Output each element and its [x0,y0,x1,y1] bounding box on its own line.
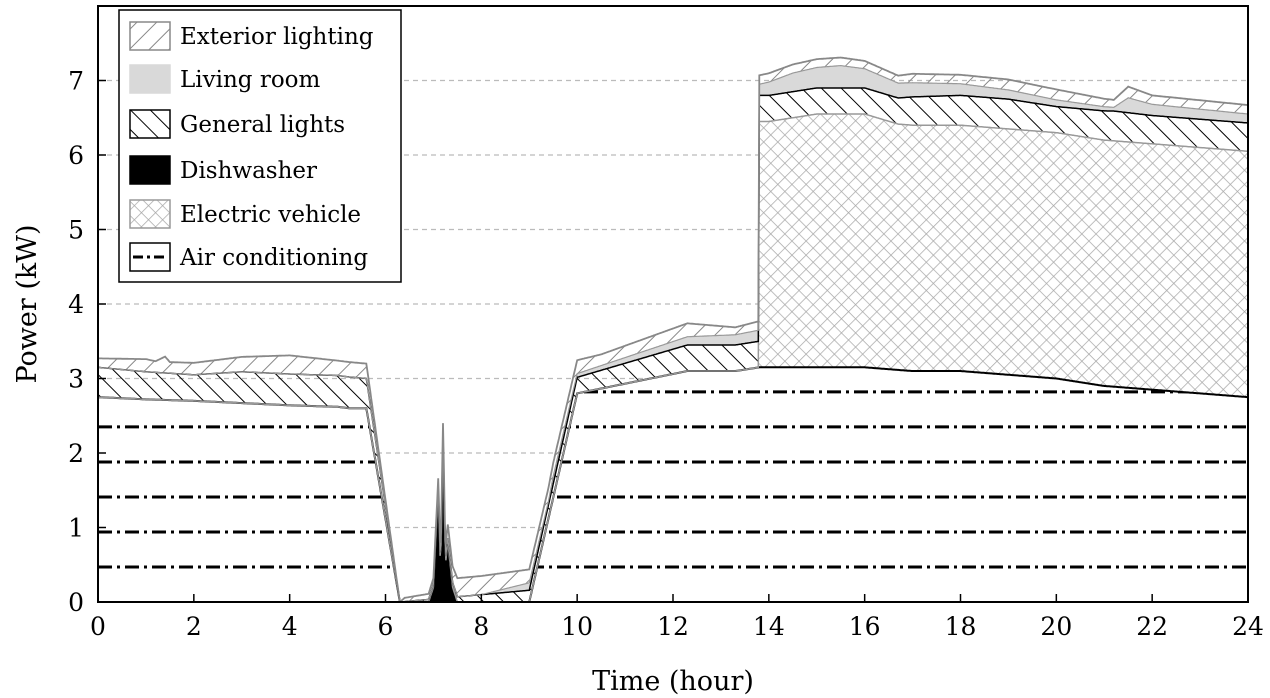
y-tick-label: 7 [68,67,84,96]
legend-label: Dishwasher [180,158,317,184]
x-tick-label: 16 [849,612,881,641]
legend-item-air-conditioning: Air conditioning [129,242,368,272]
x-tick-label: 20 [1040,612,1072,641]
area-stack [98,57,1248,602]
y-tick-label: 3 [68,365,84,394]
legend-swatch [129,109,171,139]
outline-exterior-lighting [98,56,1248,602]
legend-label: Air conditioning [179,245,368,271]
legend-item-general-lights: General lights [129,109,345,139]
y-tick-label: 0 [68,588,84,617]
x-axis-title: Time (hour) [592,666,754,697]
legend-swatch [129,64,171,94]
legend-label: Living room [180,67,321,93]
y-axis-title: Power (kW) [12,224,43,383]
x-tick-label: 24 [1232,612,1264,641]
outline-electric-vehicle [98,113,1248,602]
legend-box [118,9,402,283]
area-exterior-lighting [98,57,1248,602]
legend-label: Exterior lighting [180,24,374,50]
y-tick-label: 6 [68,141,84,170]
legend-swatch [129,199,171,229]
y-tick-label: 2 [68,439,84,468]
x-tick-label: 8 [473,612,489,641]
x-tick-label: 6 [378,612,394,641]
area-air-conditioning [98,367,1248,602]
x-axis: 0 2 4 6 8 10 12 14 16 18 20 22 24 [90,594,1264,641]
legend-label: General lights [180,112,345,138]
x-tick-label: 2 [186,612,202,641]
outline-living-room [98,64,1248,602]
x-tick-label: 22 [1136,612,1168,641]
legend-swatch [129,155,171,185]
y-tick-label: 4 [68,290,84,319]
x-tick-label: 18 [945,612,977,641]
area-general-lights [98,88,1248,602]
legend-item-exterior-lighting: Exterior lighting [129,21,374,51]
x-tick-label: 10 [561,612,593,641]
legend-swatch [129,21,171,51]
area-electric-vehicle [98,114,1248,602]
y-tick-label: 5 [68,216,84,245]
x-tick-label: 14 [753,612,785,641]
legend: Exterior lighting Living room General ligh… [118,9,402,283]
stack-outlines [98,56,1248,602]
legend-item-living-room: Living room [129,64,321,94]
legend-item-electric-vehicle: Electric vehicle [129,199,361,229]
x-tick-label: 12 [657,612,689,641]
legend-label: Electric vehicle [180,202,361,228]
y-axis: 0 1 2 3 4 5 6 7 [68,67,106,617]
legend-item-dishwasher: Dishwasher [129,155,317,185]
y-tick-label: 1 [68,514,84,543]
x-tick-label: 0 [90,612,106,641]
x-tick-label: 4 [282,612,298,641]
